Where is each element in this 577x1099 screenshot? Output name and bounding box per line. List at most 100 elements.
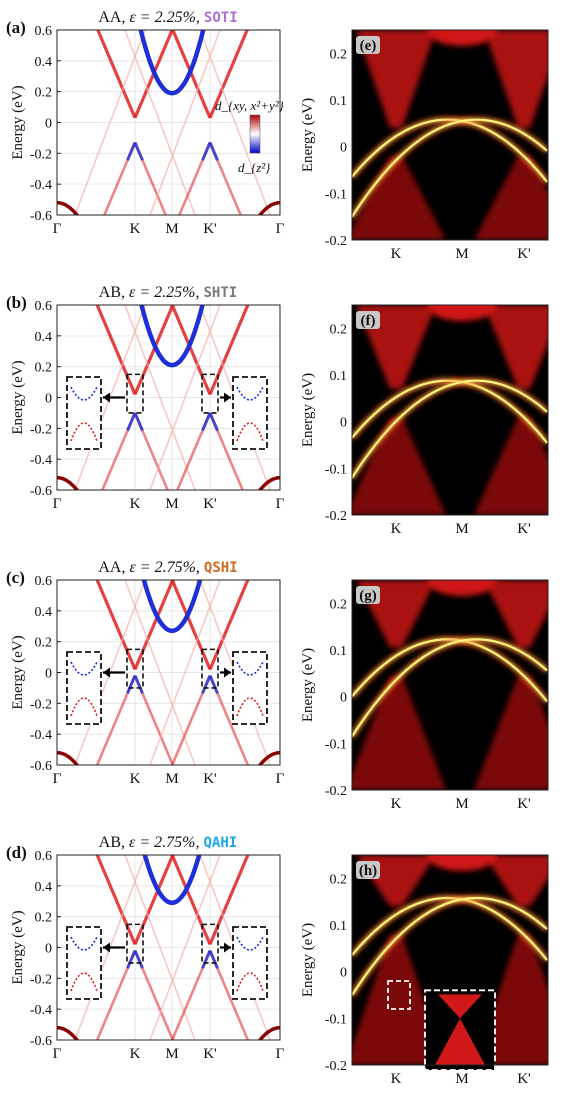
x-tick-label: M — [455, 246, 468, 262]
m-band — [142, 855, 202, 906]
x-tick-label: M — [165, 1046, 178, 1062]
edge-state — [352, 638, 548, 738]
y-tick-label: -0.2 — [325, 234, 347, 249]
edge-state — [352, 118, 548, 183]
spectral-panel-e: 0.2 0.1 0 -0.1 -0.2 K M K' Energy (eV) (e) — [300, 29, 549, 262]
panel-label: (d) — [6, 843, 27, 862]
x-tick-label: K' — [517, 521, 531, 537]
zoom-box — [126, 648, 144, 689]
bulk-conduction — [484, 855, 548, 907]
panel-title: AB, ε = 2.75%, QAHI — [99, 834, 237, 851]
heatmap — [352, 30, 548, 240]
colorbar-bottom-label: d_{z²} — [238, 160, 271, 175]
bulk-m-band — [427, 855, 497, 871]
valence-band — [95, 675, 137, 765]
conduction-band — [208, 855, 250, 946]
title-phase: QSHI — [204, 560, 238, 576]
y-tick-label: -0.2 — [325, 509, 347, 524]
conduction-band — [95, 580, 137, 671]
y-tick-label: 0.4 — [35, 330, 53, 345]
x-tick-label: M — [455, 521, 468, 537]
heatmap — [352, 580, 548, 790]
y-axis-label: Energy (eV) — [10, 635, 26, 709]
dz2-band — [126, 141, 137, 161]
panel-label-box — [356, 586, 380, 604]
y-axis-label: Energy (eV) — [10, 360, 26, 434]
title-phase: SHTI — [203, 285, 237, 301]
x-tick-label: K' — [517, 796, 531, 812]
edge-state — [352, 379, 548, 444]
x-tick-label: K — [130, 771, 141, 787]
bulk-m-band — [427, 30, 497, 46]
x-tick-label: K' — [203, 771, 217, 787]
bulk-conduction — [484, 580, 548, 648]
bands — [57, 580, 280, 765]
inset-band — [236, 936, 264, 951]
valence-band — [208, 675, 250, 765]
x-tick-label: K — [391, 1071, 402, 1087]
inset-band — [236, 972, 264, 992]
dz2-band — [201, 412, 212, 432]
dz2-band — [133, 675, 144, 694]
x-tick-label: K — [391, 796, 402, 812]
conduction-band — [133, 30, 174, 119]
valence-band — [133, 675, 175, 765]
heatmap — [352, 305, 548, 515]
dz2-band — [133, 141, 144, 161]
gamma-band — [257, 200, 280, 215]
y-tick-label: 0.6 — [35, 24, 53, 39]
faint-band — [149, 855, 221, 1040]
gamma-band — [57, 750, 80, 765]
x-tick-label: Γ — [276, 1046, 285, 1062]
valence-band — [208, 950, 250, 1040]
axes-frame — [351, 854, 549, 1066]
edge-state — [352, 379, 548, 479]
panel-label: (f) — [361, 313, 376, 329]
panel-title: AA, ε = 2.25%, SOTI — [98, 9, 237, 26]
valence-band — [208, 142, 243, 215]
x-tick-label: K — [130, 496, 141, 512]
faint-band — [74, 30, 146, 215]
bands — [57, 30, 280, 215]
conduction-band — [95, 855, 137, 946]
title-stack: AB, — [99, 284, 129, 301]
dz2-band — [201, 675, 212, 694]
valence-band — [133, 412, 170, 490]
valence-band — [133, 950, 175, 1040]
dz2-band — [201, 950, 212, 969]
dz2-band — [201, 141, 212, 161]
edge-state — [352, 638, 548, 703]
x-tick-label: M — [165, 221, 178, 237]
colorbar — [249, 114, 261, 154]
y-tick-label: -0.4 — [30, 1003, 52, 1018]
bulk-conduction — [484, 305, 548, 389]
y-tick-label: -0.2 — [325, 1059, 347, 1074]
y-tick-label: 0.6 — [35, 299, 53, 314]
x-tick-label: K' — [517, 246, 531, 262]
axes-frame — [351, 579, 549, 791]
panel-label: (h) — [359, 863, 377, 879]
panel-label: (e) — [360, 38, 377, 54]
y-tick-label: -0.1 — [325, 1012, 347, 1027]
title-stack: AA, — [98, 9, 129, 26]
y-tick-label: -0.2 — [325, 784, 347, 799]
y-axis-label: Energy (eV) — [10, 910, 26, 984]
inset-band — [236, 422, 264, 442]
zoom-box — [201, 373, 219, 414]
conduction-band — [133, 305, 175, 396]
conduction-band — [171, 30, 212, 119]
dz2-band — [133, 412, 144, 432]
y-tick-label: -0.2 — [30, 422, 52, 437]
inset-band — [70, 661, 98, 676]
y-axis-label: Energy (eV) — [300, 373, 316, 447]
bulk-valence — [474, 417, 548, 515]
x-tick-label: M — [165, 771, 178, 787]
dz2-band — [133, 950, 144, 969]
x-tick-label: M — [455, 1071, 468, 1087]
gamma-band — [257, 1025, 280, 1040]
y-tick-label: -0.1 — [325, 737, 347, 752]
inset-band — [70, 972, 98, 992]
conduction-band — [208, 30, 249, 119]
